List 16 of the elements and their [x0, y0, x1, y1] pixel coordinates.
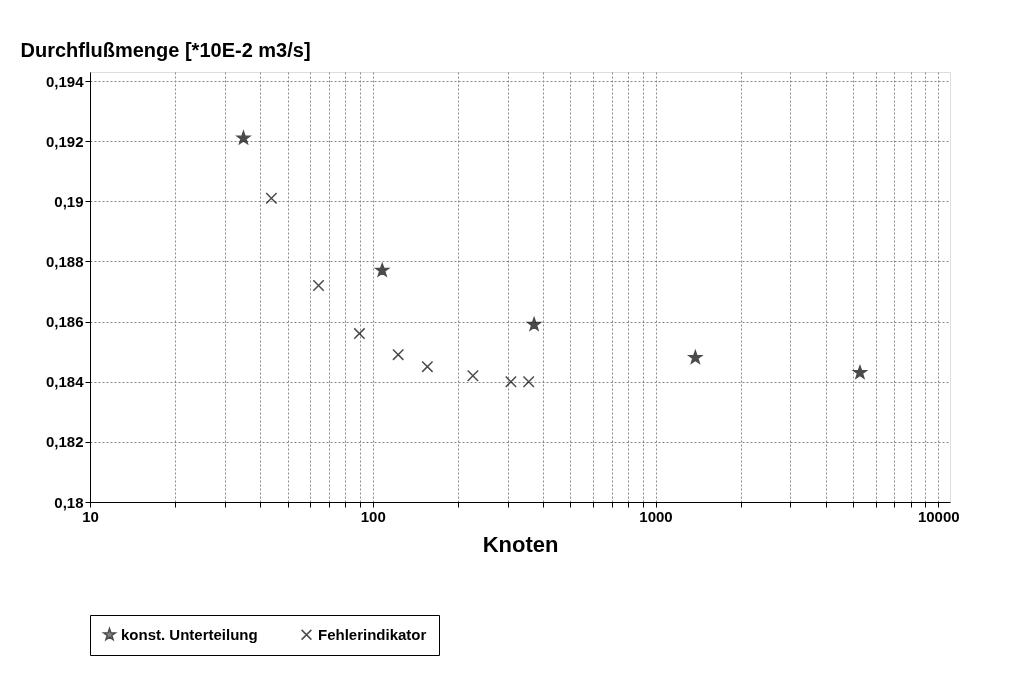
- y-tick-label: 0,19: [54, 192, 84, 210]
- y-axis-title: Durchflußmenge [*10E-2 m3/s]: [20, 38, 311, 61]
- y-tick-label: 0,192: [45, 132, 84, 150]
- x-tick-label: 10: [82, 507, 99, 525]
- x-tick-label: 100: [360, 507, 386, 525]
- x-tick-label: 10000: [917, 507, 960, 525]
- x-tick-label: 1000: [639, 507, 673, 525]
- y-tick-label: 0,18: [54, 493, 84, 511]
- y-tick-label: 0,188: [45, 252, 84, 270]
- y-tick-label: 0,182: [45, 433, 84, 451]
- legend-label: konst. Unterteilung: [121, 625, 258, 643]
- x-axis-title: Knoten: [482, 531, 559, 557]
- y-tick-label: 0,184: [45, 373, 85, 391]
- legend-label: Fehlerindikator: [318, 625, 427, 643]
- y-tick-label: 0,194: [45, 72, 85, 90]
- y-tick-label: 0,186: [45, 313, 84, 331]
